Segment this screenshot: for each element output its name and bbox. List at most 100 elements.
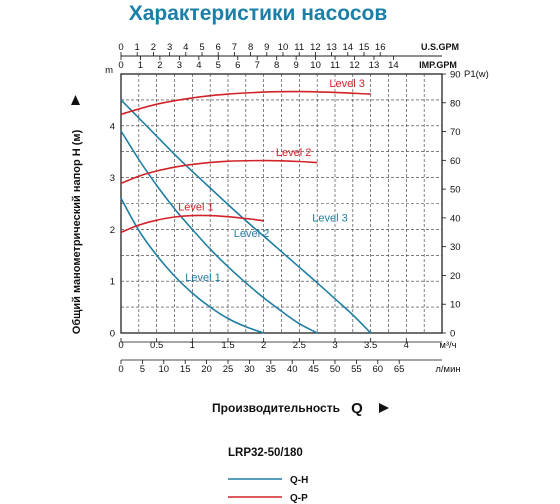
qh-curve-1 bbox=[120, 197, 264, 334]
m3h-axis-tick-label: 2.5 bbox=[293, 340, 306, 351]
lmin-axis-tick-label: 65 bbox=[394, 364, 405, 375]
impgpm-axis-tick-label: 6 bbox=[235, 60, 240, 71]
usgpm-axis-tick-label: 13 bbox=[326, 42, 337, 53]
usgpm-axis-tick-label: 15 bbox=[359, 42, 370, 53]
left-axis-tick-label: 4 bbox=[110, 121, 115, 132]
usgpm-axis-tick-label: 9 bbox=[264, 42, 269, 53]
qh-curve-label: Level 3 bbox=[312, 213, 347, 225]
m3h-axis-tick-label: 3 bbox=[332, 340, 337, 351]
lmin-axis-tick-label: 30 bbox=[244, 364, 255, 375]
impgpm-axis-tick-label: 13 bbox=[369, 60, 380, 71]
qp-curve-2 bbox=[120, 159, 318, 185]
left-axis-tick-label: 2 bbox=[110, 225, 115, 236]
qh-curve-label: Level 1 bbox=[185, 272, 220, 284]
grid bbox=[120, 73, 443, 334]
usgpm-axis-tick-label: 6 bbox=[216, 42, 221, 53]
series bbox=[120, 90, 372, 334]
right-axis-tick-label: 60 bbox=[450, 156, 461, 167]
m3h-axis-tick-label: 2 bbox=[261, 340, 266, 351]
lmin-axis-tick-label: 50 bbox=[330, 364, 341, 375]
left-axis-tick-label: 3 bbox=[110, 173, 115, 184]
right-axis-tick-label: 0 bbox=[450, 329, 455, 340]
lmin-axis-tick-label: 35 bbox=[266, 364, 277, 375]
m3h-axis-tick-label: 0.5 bbox=[150, 340, 163, 351]
y-axis-title: Общий манометрический напор H (м) bbox=[71, 129, 83, 334]
usgpm-axis-tick-label: 5 bbox=[199, 42, 204, 53]
usgpm-axis-tick-label: 12 bbox=[310, 42, 321, 53]
m3h-axis-unit: м³/ч bbox=[439, 340, 456, 351]
m3h-axis-tick-label: 1 bbox=[190, 340, 195, 351]
usgpm-axis-tick-label: 7 bbox=[232, 42, 237, 53]
lmin-axis-tick-label: 15 bbox=[180, 364, 191, 375]
impgpm-axis-tick-label: 7 bbox=[255, 60, 260, 71]
impgpm-axis-tick-label: 8 bbox=[274, 60, 279, 71]
lmin-axis-tick-label: 0 bbox=[118, 364, 123, 375]
qp-curve-3 bbox=[120, 90, 371, 116]
lmin-axis-tick-label: 45 bbox=[308, 364, 319, 375]
impgpm-axis-tick-label: 2 bbox=[157, 60, 162, 71]
impgpm-axis-tick-label: 5 bbox=[216, 60, 221, 71]
impgpm-axis-unit: IMP.GPM bbox=[419, 60, 457, 70]
qh-curve-3 bbox=[120, 99, 372, 334]
right-axis-unit: P1(w) bbox=[464, 69, 489, 80]
left-axis-tick-label: 1 bbox=[110, 277, 115, 288]
x-axis-title: Производительность bbox=[212, 401, 340, 415]
legend-label: Q-H bbox=[290, 475, 308, 486]
legend-label: Q-P bbox=[290, 493, 308, 504]
right-axis-tick-label: 40 bbox=[450, 213, 461, 224]
legend: Q-H Q-P bbox=[228, 475, 308, 504]
m3h-axis-tick-label: 0 bbox=[118, 340, 123, 351]
impgpm-axis-tick-label: 4 bbox=[196, 60, 201, 71]
usgpm-axis-tick-label: 10 bbox=[278, 42, 289, 53]
m3h-axis-tick-label: 4 bbox=[404, 340, 409, 351]
right-axis-tick-label: 20 bbox=[450, 271, 461, 282]
qp-curve-label: Level 1 bbox=[178, 202, 213, 214]
right-axis-tick-label: 70 bbox=[450, 127, 461, 138]
left-axis-unit: m bbox=[105, 65, 113, 76]
right-axis-tick-label: 90 bbox=[450, 70, 461, 81]
usgpm-axis-tick-label: 4 bbox=[183, 42, 188, 53]
m3h-axis-tick-label: 1.5 bbox=[221, 340, 234, 351]
x-axis-symbol: Q bbox=[351, 400, 363, 417]
lmin-axis-tick-label: 20 bbox=[201, 364, 212, 375]
lmin-axis-tick-label: 25 bbox=[223, 364, 234, 375]
qp-curve-label: Level 3 bbox=[329, 78, 364, 90]
right-axis-tick-label: 50 bbox=[450, 185, 461, 196]
impgpm-axis-tick-label: 1 bbox=[138, 60, 143, 71]
lmin-axis-tick-label: 40 bbox=[287, 364, 298, 375]
lmin-axis-tick-label: 60 bbox=[373, 364, 384, 375]
impgpm-axis-tick-label: 12 bbox=[349, 60, 360, 71]
qp-curve-1 bbox=[120, 214, 264, 234]
usgpm-axis-tick-label: 14 bbox=[343, 42, 354, 53]
lmin-axis-unit: л/мин bbox=[435, 364, 460, 375]
impgpm-axis-tick-label: 10 bbox=[310, 60, 321, 71]
lmin-axis-tick-label: 55 bbox=[351, 364, 362, 375]
impgpm-axis-tick-label: 9 bbox=[293, 60, 298, 71]
lmin-axis-tick-label: 5 bbox=[140, 364, 145, 375]
qh-curve-2 bbox=[120, 130, 318, 334]
left-axis-tick-label: 0 bbox=[110, 329, 115, 340]
qh-curve-label: Level 2 bbox=[234, 228, 269, 240]
lmin-axis-tick-label: 10 bbox=[159, 364, 170, 375]
m3h-axis-tick-label: 3.5 bbox=[364, 340, 377, 351]
y-axis-arrow-icon bbox=[71, 95, 80, 105]
impgpm-axis-tick-label: 14 bbox=[388, 60, 399, 71]
series-labels: Level 1 Level 2 Level 3 Level 1 Level 2 Level… bbox=[178, 78, 365, 284]
right-axis-tick-label: 10 bbox=[450, 300, 461, 311]
usgpm-axis-tick-label: 3 bbox=[167, 42, 172, 53]
usgpm-axis-tick-label: 16 bbox=[375, 42, 386, 53]
impgpm-axis-tick-label: 11 bbox=[330, 60, 340, 71]
usgpm-axis-tick-label: 0 bbox=[118, 42, 123, 53]
impgpm-axis-tick-label: 0 bbox=[118, 60, 123, 71]
right-axis-tick-label: 30 bbox=[450, 242, 461, 253]
usgpm-axis-tick-label: 2 bbox=[151, 42, 156, 53]
chart-title: Характеристики насосов bbox=[129, 2, 388, 25]
impgpm-axis-tick-label: 3 bbox=[177, 60, 182, 71]
usgpm-axis-tick-label: 8 bbox=[248, 42, 253, 53]
usgpm-axis-unit: U.S.GPM bbox=[421, 42, 459, 52]
model-label: LRP32-50/180 bbox=[228, 447, 303, 459]
usgpm-axis-tick-label: 11 bbox=[294, 42, 304, 53]
usgpm-axis-tick-label: 1 bbox=[135, 42, 140, 53]
